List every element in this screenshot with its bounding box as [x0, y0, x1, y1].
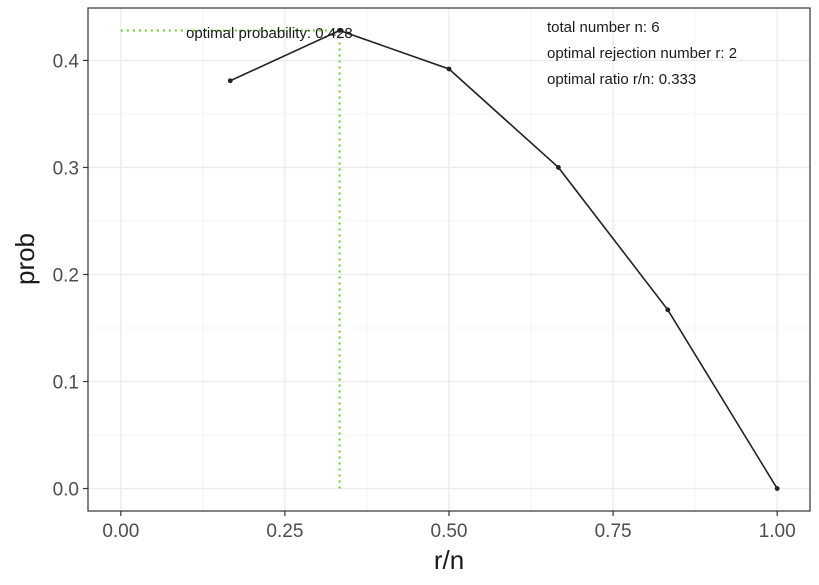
y-tick-label: 0.4 [53, 51, 80, 72]
y-tick-label: 0.2 [53, 265, 79, 286]
x-tick-label: 0.75 [595, 521, 632, 542]
x-tick-label: 0.25 [266, 521, 303, 542]
data-point [774, 486, 780, 491]
axis-ticks: 0.0 0.1 0.2 0.3 0.4 0.00 0.25 0.50 0.75 1.00 [53, 51, 796, 542]
annotation-optimal-ratio: optimal ratio r/n: 0.333 [547, 71, 696, 88]
x-axis-title: r/n [434, 545, 464, 575]
y-tick-label: 0.1 [53, 373, 79, 394]
x-tick-label: 1.00 [759, 521, 796, 542]
y-axis-title: prob [10, 233, 40, 285]
data-point [665, 307, 671, 313]
grid [88, 8, 810, 511]
data-point [227, 78, 233, 84]
series [227, 28, 780, 491]
data-point [446, 66, 452, 72]
y-tick-label: 0.3 [53, 158, 79, 179]
annotation-total-number: total number n: 6 [547, 19, 660, 36]
y-tick-label: 0.0 [53, 480, 79, 501]
optimal-guides [120, 29, 341, 489]
series-line [229, 29, 778, 489]
annotation-optimal-probability: optimal probability: 0.428 [186, 25, 353, 42]
data-point [337, 28, 342, 33]
data-point [556, 165, 561, 170]
x-tick-label: 0.00 [102, 521, 139, 542]
x-tick-label: 0.50 [431, 521, 468, 542]
annotation-optimal-rejection: optimal rejection number r: 2 [547, 45, 737, 62]
